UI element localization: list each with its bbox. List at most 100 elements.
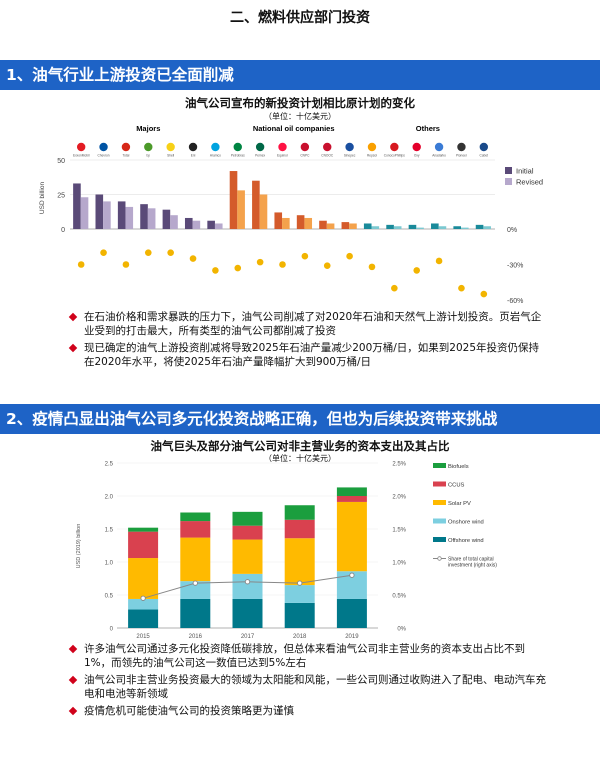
percent-change-point [346,252,353,260]
upstream-investment-chart: Majors National oil companies Others ExxonM… [39,124,543,305]
bar-offshore-wind [180,598,211,628]
y-axis-label: USD (2019) billion [76,524,82,569]
company-logo-icon [166,142,175,152]
company-logo-text: Eni [191,154,196,158]
bar-revised [103,201,111,229]
bar-initial [363,223,372,229]
legend-swatch [505,178,512,185]
legend-swatch [433,500,446,505]
bar-revised [461,227,469,229]
bar-revised [349,223,357,229]
bar-biofuels [336,487,367,496]
bar-ccus [180,521,211,538]
section2-bullet: 油气公司非主营业务投资最大的领域为太阳能和风能，一些公司则通过收购进入了配电、电… [68,673,548,701]
percent-change-point [234,264,242,272]
bar-ccus [128,531,159,559]
company-logo-text: Pioneer [456,154,468,158]
bullet-text: 疫情危机可能使油气公司的投资策略更为谨慎 [84,705,294,717]
percent-change-point [391,284,398,292]
bar-initial [229,171,238,229]
bar-biofuels [128,527,159,532]
bar-revised [237,190,245,229]
percent-change-point [480,290,488,298]
bar-revised [80,197,89,229]
y-tick-label: 50 [57,158,65,165]
bar-revised [170,215,178,229]
percent-change-point [189,255,197,262]
bar-revised [259,194,268,229]
bar-revised [125,206,134,229]
company-logo-icon [479,142,489,152]
legend-label: Initial [516,167,534,176]
legend-label: Revised [516,178,543,187]
y2-tick-label: -60% [507,298,523,305]
bar-initial [453,226,461,229]
bar-revised [304,217,313,229]
section2-bullet: 疫情危机可能使油气公司的投资策略更为谨慎 [68,704,548,718]
percent-change-point [144,249,152,256]
company-logo-icon [457,142,466,152]
company-logo-icon [76,142,86,152]
bullet-text: 许多油气公司通过多元化投资降低碳排放，但总体来看油气公司非主营业务的资本支出占比… [84,643,525,669]
group-label: Others [416,124,440,133]
section2-bullet: 许多油气公司通过多元化投资降低碳排放，但总体来看油气公司非主营业务的资本支出占比… [68,642,548,670]
legend-swatch [433,537,446,542]
legend-label: Biofuels [448,464,469,470]
bar-initial [252,180,260,229]
percent-change-point [323,262,331,269]
x-tick-label: 2019 [345,634,359,638]
section-header-diversification: 2、疫情凸显出油气公司多元化投资战略正确，但也为后续投资带来挑战 [0,404,600,434]
bar-onshore-wind [284,585,315,603]
legend-line-marker [437,556,442,561]
bar-offshore-wind [284,602,315,628]
bar-ccus [336,496,367,502]
bar-revised [483,226,491,229]
company-logo-icon [412,142,421,152]
bar-revised [192,220,201,229]
section1-bullet: 在石油价格和需求暴跌的压力下，油气公司削减了对2020年石油和天然气上游计划投资… [68,310,548,338]
y2-tick-label: 2.0% [392,495,406,501]
chart2-title: 油气巨头及部分油气公司对非主营业务的资本支出及其占比 [150,439,450,453]
bar-onshore-wind [232,573,263,599]
legend-label: Onshore wind [448,519,484,525]
percent-change-point [77,261,85,268]
legend-swatch [433,518,446,524]
bar-initial [140,204,148,229]
bar-initial [184,217,193,229]
company-logo-text: CNOOC [321,154,334,158]
company-logo-text: CNPC [300,154,310,158]
percent-change-point [122,261,130,268]
company-logo-text: Anadarko [432,154,446,158]
y-tick-label: 25 [57,193,65,200]
bar-offshore-wind [336,598,367,628]
y-axis-label: USD billion [39,182,46,215]
company-logo-text: Aramco [210,154,221,158]
y2-tick-label: 0% [397,627,406,633]
company-logo-text: Equinor [277,154,289,158]
bar-biofuels [180,512,211,522]
company-logo-icon [144,142,153,152]
bar-solar-pv [180,537,211,582]
legend-label: Offshore wind [448,538,484,544]
bar-revised [438,226,447,229]
non-core-capex-chart: 0 0% 0.5 0.5% 1.0 1.0% 1.5 1.5% 2.0 2.0% 2.5 2.5% US… [76,462,497,639]
y-tick-label: 0.5 [105,594,114,600]
y2-tick-label: 2.5% [392,462,406,468]
company-logo-icon [434,142,444,152]
page-title: 二、燃料供应部门投资 [230,10,370,26]
bar-solar-pv [128,558,159,599]
bar-initial [95,194,104,229]
company-logo-text: bp [147,154,151,158]
red-diamond-icon [68,312,78,322]
y-tick-label: 1.5 [105,528,114,534]
bar-initial [73,183,81,229]
legend-swatch [505,167,512,174]
section1-bullet: 现已确定的油气上游投资削减将导致2025年石油产量减少200万桶/日，如果到20… [68,341,548,369]
chart2-unit: （单位：十亿美元） [264,454,336,463]
company-logo-text: Cabot [480,154,489,158]
company-logo-icon [121,142,131,152]
bar-ccus [232,525,263,540]
legend-swatch [433,481,446,487]
bullet-text: 油气公司非主营业务投资最大的领域为太阳能和风能，一些公司则通过收购进入了配电、电… [84,674,546,700]
company-logo-icon [323,142,332,152]
